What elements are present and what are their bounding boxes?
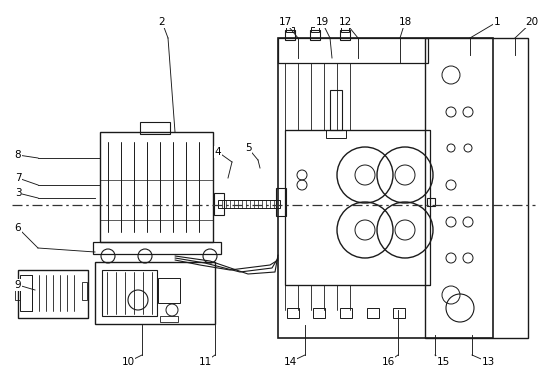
Text: 9: 9 xyxy=(15,280,21,290)
Bar xyxy=(214,193,224,215)
Text: 1: 1 xyxy=(494,17,501,27)
Bar xyxy=(276,188,286,216)
Text: 11: 11 xyxy=(199,357,212,367)
Bar xyxy=(15,282,20,300)
Text: 7: 7 xyxy=(15,173,21,183)
Bar xyxy=(278,38,493,338)
Bar xyxy=(326,130,346,138)
Bar xyxy=(20,275,32,311)
Bar xyxy=(425,38,528,338)
Text: 18: 18 xyxy=(398,17,411,27)
Bar xyxy=(218,200,280,208)
Bar xyxy=(393,308,405,318)
Bar xyxy=(158,278,180,303)
Bar xyxy=(285,30,295,40)
Bar xyxy=(367,308,379,318)
Bar xyxy=(287,308,299,318)
Bar xyxy=(311,27,319,32)
Bar xyxy=(286,27,294,32)
Text: 3: 3 xyxy=(15,188,21,198)
Bar xyxy=(285,130,430,285)
Text: 17: 17 xyxy=(278,17,292,27)
Bar xyxy=(82,282,87,300)
Bar xyxy=(330,90,342,130)
Bar xyxy=(340,308,352,318)
Text: 2: 2 xyxy=(159,17,166,27)
Text: 5: 5 xyxy=(245,143,251,153)
Bar xyxy=(93,242,221,254)
Bar xyxy=(340,30,350,40)
Bar xyxy=(18,270,88,318)
Bar xyxy=(341,27,349,32)
Bar xyxy=(95,262,215,324)
Bar xyxy=(100,132,213,242)
Bar xyxy=(278,38,428,63)
Text: 14: 14 xyxy=(283,357,296,367)
Bar xyxy=(102,270,157,316)
Text: 19: 19 xyxy=(315,17,329,27)
Text: 20: 20 xyxy=(525,17,538,27)
Text: 4: 4 xyxy=(214,147,221,157)
Bar xyxy=(140,122,170,134)
Bar xyxy=(160,316,178,322)
Text: 8: 8 xyxy=(15,150,21,160)
Bar xyxy=(310,30,320,40)
Text: 6: 6 xyxy=(15,223,21,233)
Text: 15: 15 xyxy=(436,357,450,367)
Text: 16: 16 xyxy=(381,357,395,367)
Bar xyxy=(427,198,435,206)
Text: 10: 10 xyxy=(122,357,135,367)
Text: 13: 13 xyxy=(481,357,494,367)
Text: 12: 12 xyxy=(338,17,351,27)
Bar xyxy=(313,308,325,318)
